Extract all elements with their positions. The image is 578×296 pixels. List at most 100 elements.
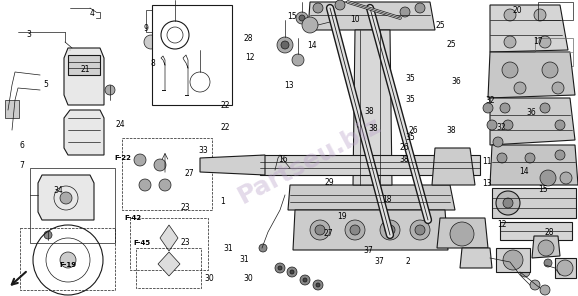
- Text: 23: 23: [180, 203, 190, 212]
- Polygon shape: [492, 188, 576, 218]
- Polygon shape: [260, 155, 480, 175]
- Bar: [20, 228, 115, 290]
- Circle shape: [487, 120, 497, 130]
- Polygon shape: [490, 98, 575, 145]
- Text: F-22: F-22: [114, 155, 132, 161]
- Text: 35: 35: [406, 74, 415, 83]
- Circle shape: [303, 278, 307, 282]
- Bar: [136, 248, 201, 288]
- Text: 18: 18: [383, 195, 392, 204]
- Bar: [146, 10, 156, 32]
- Text: 10: 10: [351, 15, 360, 24]
- Circle shape: [544, 259, 552, 267]
- Text: 12: 12: [497, 221, 506, 229]
- Bar: [30, 168, 115, 243]
- Text: 33: 33: [199, 147, 208, 155]
- Text: 38: 38: [446, 126, 455, 135]
- Text: 21: 21: [81, 65, 90, 74]
- Text: 13: 13: [284, 81, 294, 90]
- Text: 6: 6: [20, 141, 24, 149]
- Polygon shape: [353, 30, 392, 185]
- Circle shape: [540, 285, 550, 295]
- Text: 22: 22: [221, 101, 230, 110]
- Polygon shape: [432, 148, 475, 185]
- Circle shape: [300, 275, 310, 285]
- Text: 14: 14: [519, 167, 528, 176]
- Text: 31: 31: [224, 244, 233, 253]
- Circle shape: [514, 82, 526, 94]
- Circle shape: [350, 225, 360, 235]
- Text: 35: 35: [406, 133, 415, 142]
- Polygon shape: [308, 2, 435, 30]
- Circle shape: [385, 225, 395, 235]
- Circle shape: [493, 137, 503, 147]
- Text: F-45: F-45: [133, 240, 150, 246]
- Text: 8: 8: [150, 59, 155, 68]
- Text: 24: 24: [116, 120, 125, 129]
- Polygon shape: [500, 222, 572, 240]
- Text: 19: 19: [338, 212, 347, 221]
- Bar: [5, 100, 19, 118]
- Polygon shape: [200, 155, 265, 175]
- Text: 13: 13: [483, 179, 492, 188]
- Circle shape: [134, 154, 146, 166]
- Circle shape: [400, 7, 410, 17]
- Circle shape: [44, 231, 52, 239]
- Text: 34: 34: [53, 186, 62, 195]
- Text: 20: 20: [513, 6, 522, 15]
- Text: 4: 4: [90, 9, 95, 18]
- Polygon shape: [532, 236, 560, 258]
- Text: 1: 1: [220, 197, 225, 206]
- Circle shape: [315, 225, 325, 235]
- Text: 5: 5: [44, 80, 49, 89]
- Circle shape: [538, 240, 554, 256]
- Text: 38: 38: [368, 124, 377, 133]
- Circle shape: [415, 225, 425, 235]
- Circle shape: [503, 198, 513, 208]
- Circle shape: [292, 54, 304, 66]
- Bar: [122, 138, 212, 210]
- Text: 3: 3: [27, 30, 31, 38]
- Circle shape: [316, 283, 320, 287]
- Circle shape: [310, 220, 330, 240]
- Text: 25: 25: [446, 40, 455, 49]
- Text: 7: 7: [20, 161, 24, 170]
- Text: 25: 25: [436, 21, 445, 30]
- Text: F-19: F-19: [60, 262, 77, 268]
- Text: 14: 14: [307, 41, 317, 50]
- Circle shape: [345, 220, 365, 240]
- Circle shape: [500, 103, 510, 113]
- Text: 35: 35: [406, 95, 415, 104]
- Circle shape: [154, 159, 166, 171]
- Text: 9: 9: [144, 24, 149, 33]
- Circle shape: [503, 250, 523, 270]
- Circle shape: [313, 280, 323, 290]
- Text: 26: 26: [409, 126, 418, 135]
- Circle shape: [278, 266, 282, 270]
- Circle shape: [520, 267, 530, 277]
- Circle shape: [259, 244, 267, 252]
- Circle shape: [557, 260, 573, 276]
- Circle shape: [560, 172, 572, 184]
- Circle shape: [415, 3, 425, 13]
- Text: 30: 30: [244, 274, 253, 283]
- Circle shape: [159, 179, 171, 191]
- Text: 30: 30: [205, 274, 214, 283]
- Circle shape: [144, 35, 158, 49]
- Bar: [152, 5, 232, 105]
- Circle shape: [287, 267, 297, 277]
- Text: F-42: F-42: [124, 215, 142, 221]
- Circle shape: [296, 12, 308, 24]
- Text: 36: 36: [452, 77, 461, 86]
- Polygon shape: [64, 110, 104, 155]
- Circle shape: [525, 153, 535, 163]
- Circle shape: [497, 153, 507, 163]
- Circle shape: [139, 179, 151, 191]
- Text: 32: 32: [497, 123, 506, 132]
- Polygon shape: [496, 248, 530, 272]
- Circle shape: [275, 263, 285, 273]
- Circle shape: [281, 41, 289, 49]
- Text: Partseu.biz: Partseu.biz: [234, 112, 386, 208]
- Text: 27: 27: [184, 169, 194, 178]
- Text: 38: 38: [364, 107, 373, 115]
